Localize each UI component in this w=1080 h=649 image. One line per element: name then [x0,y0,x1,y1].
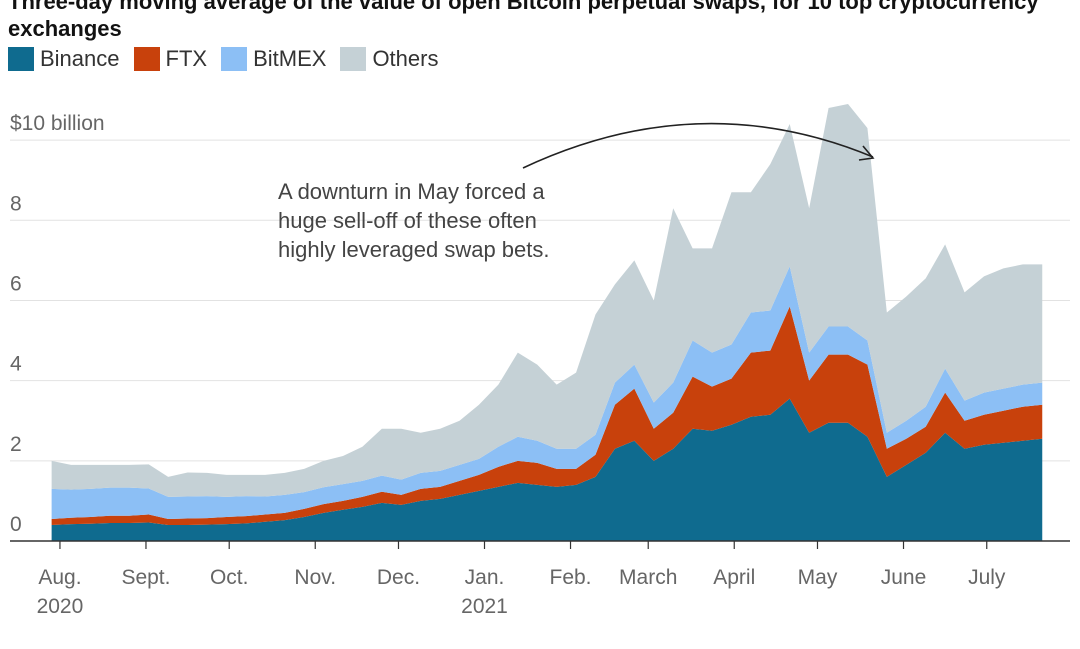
y-tick-label-0: 0 [10,513,22,536]
legend-item-ftx: FTX [133,46,208,72]
y-tick-label-4: 4 [10,353,22,376]
legend-swatch-ftx [133,47,160,71]
chart-legend: Binance FTX BitMEX Others [8,46,452,72]
x-tick-label-sept: Sept. [121,566,170,589]
x-tick-label-feb: Feb. [550,566,592,589]
y-tick-label-2: 2 [10,433,22,456]
x-tick-label-oct: Oct. [210,566,249,589]
annotation-line-2: huge sell-off of these often [278,208,537,233]
annotation-arrowhead [858,145,875,161]
annotation-line-3: highly leveraged swap bets. [278,237,550,262]
legend-label-binance: Binance [40,46,120,71]
legend-label-ftx: FTX [165,46,208,71]
legend-item-binance: Binance [8,46,120,72]
area-layer [51,104,1043,541]
x-tick-year-2020: 2020 [37,595,84,618]
legend-swatch-binance [8,47,34,71]
legend-item-others: Others [340,46,438,72]
x-tick-label-jan: Jan. [465,566,505,589]
area-bitmex [51,266,1043,519]
y-tick-label-8: 8 [10,192,22,215]
legend-label-others: Others [372,46,439,71]
x-tick-label-nov: Nov. [294,566,336,589]
chart-title: Three-day moving average of the value of… [8,0,1039,41]
x-tick-label-march: March [619,566,677,589]
x-tick-year-2021: 2021 [461,595,508,618]
x-tick-label-may: May [798,566,838,589]
label-layer: 0 2 4 6 8 $10 billion Aug. 2020 Sept. Oct. Nov. Dec… [10,112,1006,618]
axis-layer [10,540,1070,549]
legend-swatch-bitmex [221,47,248,71]
annotation-arrow [522,122,874,169]
area-others [51,104,1043,497]
x-tick-label-june: June [881,566,927,589]
area-binance [51,398,1043,541]
annotation-line-1: A downturn in May forced a [278,179,545,204]
legend-item-bitmex: BitMEX [221,46,326,72]
x-tick-label-july: July [968,566,1006,589]
annotation: A downturn in May forced a huge sell-off … [278,122,875,262]
x-tick-label-april: April [713,566,755,589]
legend-label-bitmex: BitMEX [253,46,327,71]
area-ftx [51,306,1043,525]
y-tick-label-6: 6 [10,272,22,295]
x-tick-label-dec: Dec. [377,566,420,589]
legend-swatch-others [340,47,367,71]
y-tick-label-10: $10 billion [10,112,105,135]
x-tick-label-aug: Aug. [38,566,81,589]
